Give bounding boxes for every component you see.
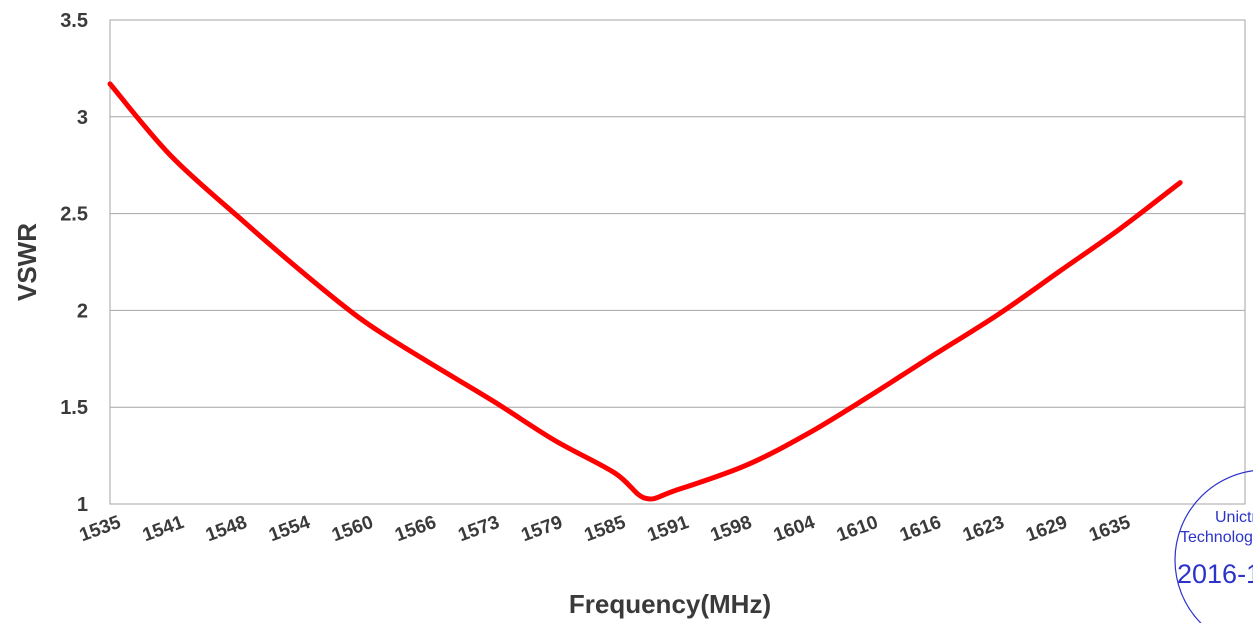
x-tick-label: 1548 bbox=[203, 512, 250, 546]
x-tick-label: 1610 bbox=[834, 512, 881, 546]
x-tick-label: 1554 bbox=[266, 512, 313, 546]
stamp-line1: Unictro bbox=[1215, 509, 1253, 526]
grid-lines bbox=[110, 116, 1245, 408]
y-tick-labels: 1 1.5 2 2.5 3 3.5 bbox=[60, 10, 88, 516]
y-tick-label: 1.5 bbox=[60, 397, 88, 419]
x-tick-label: 1566 bbox=[392, 512, 439, 546]
x-tick-label: 1604 bbox=[771, 512, 818, 546]
watermark-stamp: Technologies Unictro 2016-10- bbox=[1174, 470, 1253, 623]
stamp-circle bbox=[1174, 470, 1253, 623]
x-tick-label: 1585 bbox=[582, 512, 629, 546]
x-tick-label: 1623 bbox=[960, 512, 1007, 546]
y-axis-title: VSWR bbox=[12, 223, 42, 301]
x-tick-label: 1535 bbox=[77, 512, 124, 546]
y-tick-label: 2 bbox=[77, 300, 88, 322]
y-tick-label: 2.5 bbox=[60, 204, 88, 226]
x-tick-label: 1629 bbox=[1023, 512, 1070, 546]
x-tick-label: 1591 bbox=[645, 512, 692, 546]
stamp-date: 2016-10- bbox=[1177, 559, 1253, 589]
x-tick-label: 1635 bbox=[1086, 512, 1133, 546]
x-tick-labels: 1535 1541 1548 1554 1560 1566 1573 1579 1585 1591… bbox=[77, 512, 1134, 546]
x-tick-label: 1573 bbox=[455, 512, 502, 546]
series-line bbox=[107, 81, 1183, 502]
x-tick-label: 1560 bbox=[329, 512, 376, 546]
stamp-line2: Technologies bbox=[1180, 529, 1253, 546]
y-tick-label: 1 bbox=[77, 494, 88, 516]
x-tick-label: 1616 bbox=[897, 512, 944, 546]
x-tick-label: 1598 bbox=[708, 512, 755, 546]
plot-area bbox=[109, 19, 1246, 505]
x-tick-label: 1579 bbox=[518, 512, 565, 546]
y-tick-label: 3 bbox=[77, 107, 88, 129]
x-tick-label: 1541 bbox=[140, 512, 187, 546]
y-tick-label: 3.5 bbox=[60, 10, 88, 32]
x-axis-title: Frequency(MHz) bbox=[569, 589, 771, 619]
